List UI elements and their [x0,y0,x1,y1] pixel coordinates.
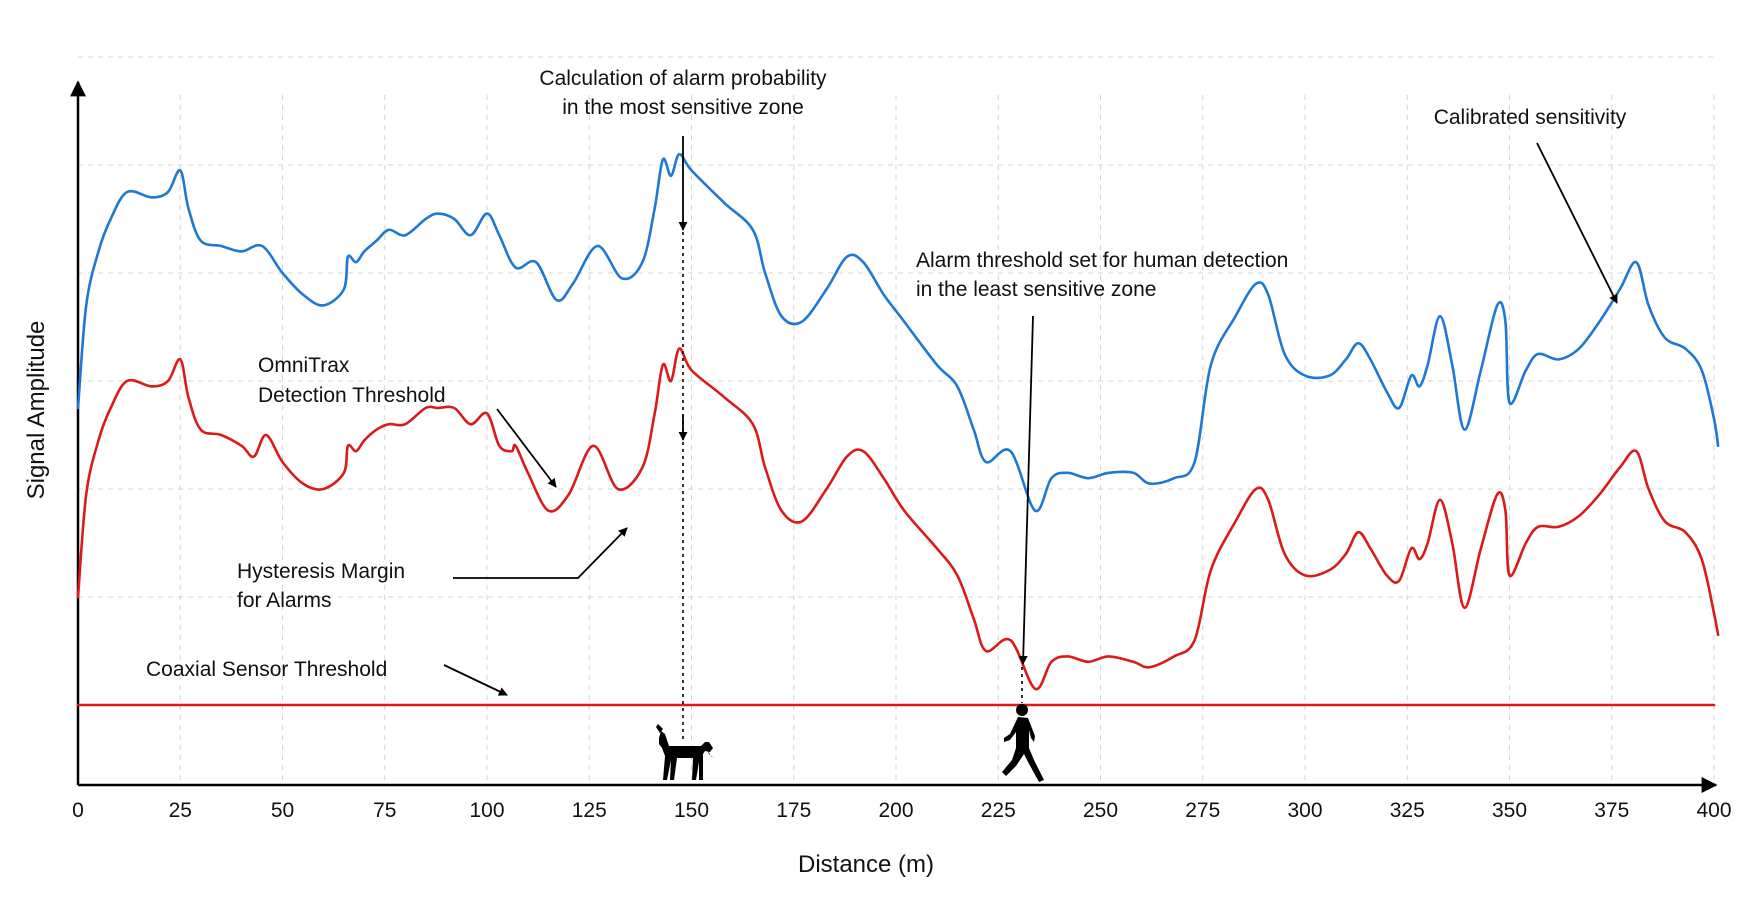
annotation-hysteresis-margin: Hysteresis Margin for Alarms [237,560,405,612]
x-tick-label: 200 [878,799,913,822]
x-tick-label: 75 [373,799,396,822]
x-tick-label: 50 [271,799,294,822]
x-tick-label: 275 [1185,799,1220,822]
x-tick-label: 100 [469,799,504,822]
dog-icon [656,724,714,780]
x-tick-label: 250 [1083,799,1118,822]
series [76,152,1720,707]
x-tick-label: 25 [169,799,192,822]
annotation-human-threshold: Alarm threshold set for human detection … [916,249,1288,301]
x-tick-label: 175 [776,799,811,822]
omnitrax-detection-threshold-line [76,347,1720,691]
annotation-coaxial-threshold: Coaxial Sensor Threshold [146,658,387,681]
grid [78,56,1715,785]
svg-text:Calculation of alarm probabili: Calculation of alarm probability [539,67,827,90]
walking-person-icon [1002,704,1044,782]
hysteresis-arrow [453,527,628,579]
calibrated-sensitivity-line [76,152,1720,513]
annotation-omnitrax-threshold: OmniTrax Detection Threshold [258,354,446,407]
x-tick-labels: 0 25 50 75 100 125 150 175 200 225 250 275 300 325 350… [72,799,1731,822]
x-tick-label: 350 [1492,799,1527,822]
svg-text:for Alarms: for Alarms [237,589,332,612]
x-tick-label: 150 [674,799,709,822]
svg-text:Coaxial Sensor Threshold: Coaxial Sensor Threshold [146,658,387,681]
x-tick-label: 300 [1287,799,1322,822]
x-tick-label: 375 [1594,799,1629,822]
x-tick-label: 125 [572,799,607,822]
svg-text:Alarm threshold set for human: Alarm threshold set for human detection [916,249,1288,272]
annotation-alarm-probability: Calculation of alarm probability in the … [539,67,827,119]
svg-text:in the least sensitive zone: in the least sensitive zone [916,278,1156,301]
human-threshold-arrow [1018,315,1034,665]
x-tick-label: 0 [72,799,84,822]
annotation-calibrated-sensitivity: Calibrated sensitivity [1434,106,1627,129]
x-axis-title: Distance (m) [798,851,934,878]
svg-text:Detection Threshold: Detection Threshold [258,384,446,407]
x-tick-label: 400 [1696,799,1731,822]
svg-text:OmniTrax: OmniTrax [258,354,350,377]
svg-text:in the most sensitive zone: in the most sensitive zone [562,96,804,119]
omnitrax-arrow [496,408,557,488]
svg-text:Calibrated sensitivity: Calibrated sensitivity [1434,106,1627,129]
x-tick-label: 225 [981,799,1016,822]
annotation-arrows [443,136,1618,740]
svg-text:Hysteresis Margin: Hysteresis Margin [237,560,405,583]
axes [70,80,1718,793]
calibrated-sensitivity-arrow [1536,142,1618,304]
coaxial-threshold-arrow [443,664,508,696]
y-axis-title: Signal Amplitude [23,321,50,500]
x-tick-label: 325 [1390,799,1425,822]
